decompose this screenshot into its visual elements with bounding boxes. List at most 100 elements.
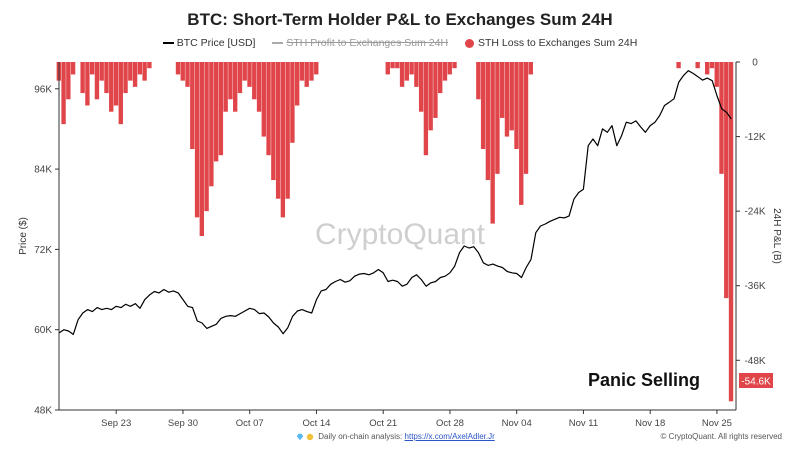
loss-bars [56, 62, 734, 402]
hands-icon [306, 433, 314, 441]
loss-bar [438, 62, 443, 94]
loss-bar [314, 62, 319, 75]
loss-bar [185, 62, 190, 87]
footer-copyright: © CryptoQuant. All rights reserved [660, 432, 783, 441]
loss-bar [61, 62, 66, 125]
loss-bar [709, 62, 715, 69]
loss-bar [728, 62, 734, 402]
y-axis-left-title: Price ($) [18, 217, 29, 255]
loss-bar [280, 62, 286, 218]
y-right-tick-label: -36K [744, 281, 765, 292]
loss-bar [228, 62, 233, 100]
legend-line-icon [162, 42, 174, 45]
loss-bar [285, 62, 290, 199]
legend-dot-icon [464, 38, 474, 48]
footer-credit: Daily on-chain analysis: https://x.com/A… [296, 432, 495, 441]
loss-bar [724, 62, 729, 299]
loss-bar [223, 62, 228, 112]
loss-bar [242, 62, 247, 81]
loss-bar [275, 62, 281, 199]
loss-bar [480, 62, 486, 149]
loss-bar [719, 62, 724, 174]
loss-bar [452, 62, 457, 69]
x-axis-ticks: Sep 23 Sep 30 Oct 07 Oct 14 Oct 21 Oct 28 Nov … [101, 410, 732, 429]
loss-bar [218, 62, 224, 156]
legend-item-price[interactable]: BTC Price [USD] [162, 37, 255, 49]
loss-bar [476, 62, 481, 100]
y-left-tick-label: 84K [34, 165, 52, 176]
loss-bar [509, 62, 514, 131]
loss-bar [256, 62, 262, 112]
loss-bar [299, 62, 305, 81]
loss-bar [113, 62, 119, 106]
loss-bar [433, 62, 438, 118]
chart-legend: BTC Price [USD] STH Profit to Exchanges … [0, 37, 800, 49]
y-left-tick-label: 48K [34, 406, 52, 417]
watermark: CryptoQuant [315, 218, 486, 251]
loss-bar [142, 62, 147, 81]
loss-bar [118, 62, 123, 125]
footer-credit-link[interactable]: https://x.com/AxelAdler.Jr [404, 432, 495, 441]
loss-bar [423, 62, 429, 156]
loss-bar [504, 62, 510, 137]
loss-bar [70, 62, 76, 75]
x-tick-label: Nov 25 [702, 418, 732, 429]
loss-bar [109, 62, 114, 112]
loss-bar [385, 62, 390, 75]
x-tick-label: Sep 23 [101, 418, 131, 429]
loss-bar [495, 62, 500, 174]
loss-bar [94, 62, 100, 100]
latest-value-label: -54.6K [741, 377, 771, 388]
y-axis-left-ticks: 48K 60K 72K 84K 96K [34, 84, 59, 417]
loss-bar [213, 62, 219, 162]
price-series-line [58, 70, 732, 335]
diamond-icon [296, 433, 304, 441]
loss-bar [519, 62, 524, 205]
loss-bar [266, 62, 271, 156]
loss-bar [442, 62, 448, 81]
loss-bar [237, 62, 243, 94]
x-tick-label: Oct 21 [369, 418, 397, 429]
loss-bar [247, 62, 252, 87]
y-left-tick-label: 96K [34, 84, 52, 95]
legend-item-loss[interactable]: STH Loss to Exchanges Sum 24H [464, 37, 637, 49]
loss-bar [99, 62, 104, 81]
loss-bar [304, 62, 309, 87]
y-right-tick-label: 0 [752, 58, 758, 69]
loss-bar [414, 62, 419, 87]
loss-bar [500, 62, 505, 118]
loss-bar [514, 62, 519, 149]
legend-item-profit[interactable]: STH Profit to Exchanges Sum 24H [272, 37, 448, 49]
x-tick-label: Nov 18 [635, 418, 665, 429]
y-axis-right-ticks: 0 -12K -24K -36K -48K [736, 58, 766, 367]
legend-label-profit: STH Profit to Exchanges Sum 24H [286, 37, 449, 50]
loss-bar [523, 62, 529, 174]
loss-bar [147, 62, 152, 69]
loss-bar [190, 62, 195, 149]
loss-bar [104, 62, 109, 94]
x-tick-label: Nov 04 [502, 418, 532, 429]
loss-bar [194, 62, 200, 218]
loss-bar [676, 62, 681, 69]
loss-bar [89, 62, 95, 75]
legend-line-icon [272, 42, 284, 45]
y-axis-right-title: 24H P&L (B) [771, 208, 782, 264]
loss-bar [528, 62, 533, 75]
loss-bar [271, 62, 276, 181]
loss-bar [175, 62, 181, 75]
loss-bar [399, 62, 405, 87]
loss-bar [199, 62, 205, 236]
loss-bar [128, 62, 133, 81]
loss-bar [390, 62, 395, 69]
loss-bar [204, 62, 209, 212]
loss-bar [290, 62, 295, 143]
y-right-tick-label: -48K [744, 356, 765, 367]
loss-bar [714, 62, 719, 87]
loss-bar [295, 62, 300, 106]
loss-bar [209, 62, 214, 187]
loss-bar [404, 62, 410, 81]
loss-bar [252, 62, 257, 100]
loss-bar [309, 62, 314, 81]
x-tick-label: Nov 11 [569, 418, 598, 429]
